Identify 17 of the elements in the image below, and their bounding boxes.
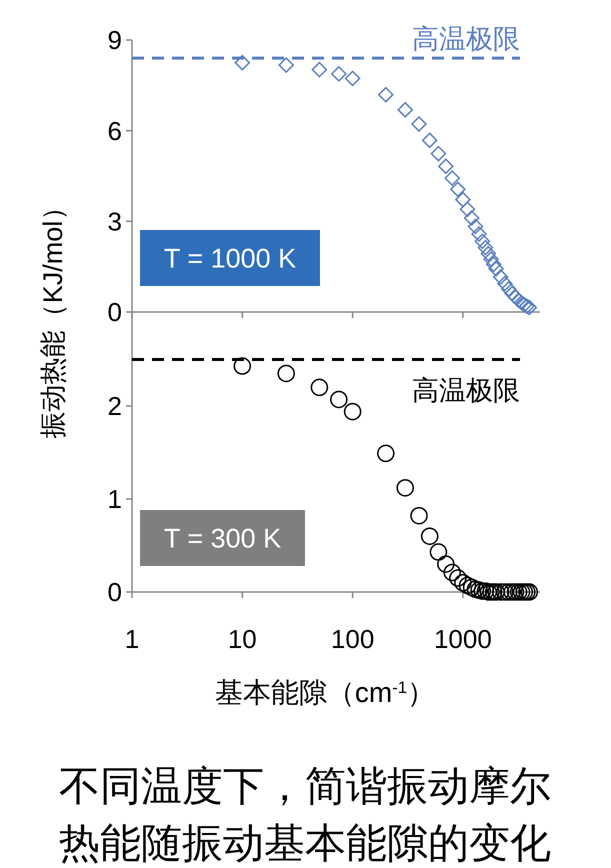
annotation: T = 300 K [164,523,282,554]
y-tick-label: 0 [108,297,122,328]
annotation: T = 1000 K [164,243,296,274]
y-tick-label: 9 [108,25,122,56]
y-tick-label: 3 [108,206,122,236]
y-tick-label: 1 [108,484,122,514]
ref-line-label: 高温极限 [412,376,520,406]
y-tick-label: 2 [108,391,122,422]
x-tick-label: 100 [330,624,374,654]
x-tick-label: 10 [228,624,257,654]
x-tick-label: 1000 [434,624,492,654]
ref-line-label: 高温极限 [412,24,520,54]
y-tick-label: 6 [108,116,122,146]
text: 不同温度下，简谐振动摩尔热能随振动基本能隙的变化 [59,763,551,866]
y-axis-title: 振动热能（KJ/mol） [38,194,68,438]
y-tick-label: 0 [108,577,122,608]
x-axis-title: 基本能隙（cm$^{-1}$） [214,677,436,708]
